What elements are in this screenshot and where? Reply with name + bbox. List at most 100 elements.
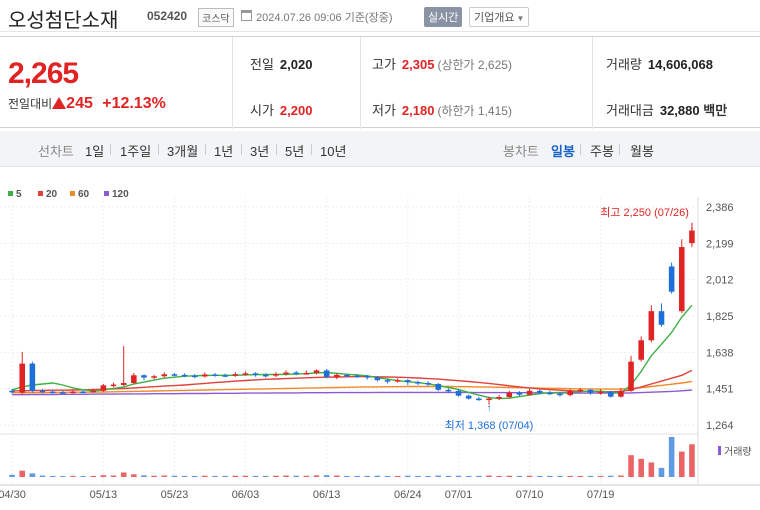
candle-body xyxy=(283,372,289,375)
candle-body xyxy=(455,390,462,396)
volume-bar xyxy=(405,475,411,477)
volume-bar xyxy=(262,475,269,477)
candle-weekly[interactable]: 주봉 xyxy=(590,144,614,159)
volume-bar xyxy=(678,451,685,477)
volume-bar xyxy=(313,475,320,477)
x-tick-label: 07/19 xyxy=(587,489,615,501)
high-price-value: 2,305 xyxy=(401,57,435,72)
market-badge: 코스닥 xyxy=(198,8,234,27)
realtime-button[interactable]: 실시간 xyxy=(424,7,463,27)
volume-bar xyxy=(120,472,127,477)
volume-bar xyxy=(638,458,644,477)
trade-amount-unit: 백만 xyxy=(703,103,728,118)
company-overview-label: 기업개요 xyxy=(474,12,515,24)
high-price-label: 고가 xyxy=(372,57,396,72)
volume-bar xyxy=(293,475,299,477)
volume-bar xyxy=(394,475,401,477)
volume-bar xyxy=(90,475,97,477)
period-5y[interactable]: 5년 xyxy=(285,144,305,159)
candle-body xyxy=(9,390,15,393)
period-10y[interactable]: 10년 xyxy=(320,144,347,159)
candle-body xyxy=(536,390,543,393)
volume-bar xyxy=(628,455,634,477)
candle-body xyxy=(293,372,299,375)
candle-body xyxy=(445,389,452,392)
candle-body xyxy=(506,392,513,398)
volume-bar xyxy=(323,475,330,477)
candle-body xyxy=(161,374,168,377)
candle-body xyxy=(526,390,533,395)
candle-body xyxy=(486,398,492,401)
volume-bar xyxy=(191,475,198,477)
x-tick-label: 06/03 xyxy=(232,489,260,501)
high-arrow-icon: ↓ xyxy=(689,221,694,232)
volume-bar xyxy=(445,475,452,477)
volume-bar xyxy=(242,475,249,477)
y-tick-label: 1,264 xyxy=(706,420,734,432)
candle-body xyxy=(39,390,46,393)
company-overview-button[interactable]: 기업개요 ▼ xyxy=(469,7,530,27)
volume-bar xyxy=(100,475,107,477)
volume-bar xyxy=(19,470,26,477)
candle-body xyxy=(496,397,502,399)
volume-bar xyxy=(171,475,178,477)
candle-body xyxy=(394,380,401,382)
period-3y[interactable]: 3년 xyxy=(250,144,270,159)
candle-body xyxy=(60,392,66,394)
period-1w[interactable]: 1주일 xyxy=(120,144,152,159)
candle-body xyxy=(232,374,239,376)
period-3m[interactable]: 3개월 xyxy=(167,144,199,159)
candle-body xyxy=(252,373,259,375)
price-chart[interactable]: 2,386 2,199 2,012 1,825 1,638 1,451 1,264 04/30… xyxy=(0,167,760,510)
volume-bar xyxy=(60,476,66,477)
volume-bar xyxy=(212,475,218,477)
volume-bar xyxy=(547,475,553,477)
legend-swatch xyxy=(8,191,13,196)
candle-body xyxy=(242,373,249,375)
y-tick-label: 2,199 xyxy=(706,238,734,250)
candle-body xyxy=(313,370,320,373)
candle-daily[interactable]: 일봉 xyxy=(551,144,575,159)
legend-label: 120 xyxy=(112,189,129,200)
volume-bar xyxy=(668,437,675,477)
candle-body xyxy=(516,392,523,395)
candle-monthly[interactable]: 월봉 xyxy=(630,144,654,159)
volume-bar xyxy=(283,475,289,477)
candle-body xyxy=(323,370,330,378)
candle-body xyxy=(567,390,573,396)
candle-body xyxy=(151,376,157,378)
volume-bar xyxy=(486,475,492,477)
timestamp: 2024.07.26 09:06 기준(장중) xyxy=(256,12,393,24)
divider xyxy=(276,144,277,155)
stock-code: 052420 xyxy=(147,9,188,23)
candle-body xyxy=(19,363,26,393)
volume-bar xyxy=(577,475,584,477)
candle-body xyxy=(49,391,56,394)
candle-body xyxy=(435,384,442,390)
volume-bar xyxy=(131,474,137,477)
volume-bar xyxy=(29,473,36,477)
period-1y[interactable]: 1년 xyxy=(214,144,234,159)
ma120-line xyxy=(12,389,692,396)
volume-bar xyxy=(425,475,431,477)
stock-name: 오성첨단소재 xyxy=(8,10,119,32)
current-price: 2,265 xyxy=(8,57,79,90)
candle-body xyxy=(384,380,391,382)
prev-close-label: 전일 xyxy=(250,57,274,72)
open-price: 시가 2,200 xyxy=(250,100,312,119)
volume-bar xyxy=(526,475,533,477)
candle-body xyxy=(476,398,482,401)
x-tick-label: 07/10 xyxy=(516,489,544,501)
calendar-icon xyxy=(241,10,252,21)
candle-body xyxy=(212,374,218,376)
candle-body xyxy=(415,382,421,384)
change-percent: +12.13% xyxy=(102,95,166,112)
volume-label: 거래량 xyxy=(606,57,642,72)
x-tick-label: 04/30 xyxy=(0,489,26,501)
candle-body xyxy=(303,372,310,375)
volume-bar xyxy=(618,475,624,477)
volume-bar xyxy=(303,475,310,477)
period-1d[interactable]: 1일 xyxy=(85,144,105,159)
candle-body xyxy=(191,375,198,378)
candle-body xyxy=(171,374,178,376)
